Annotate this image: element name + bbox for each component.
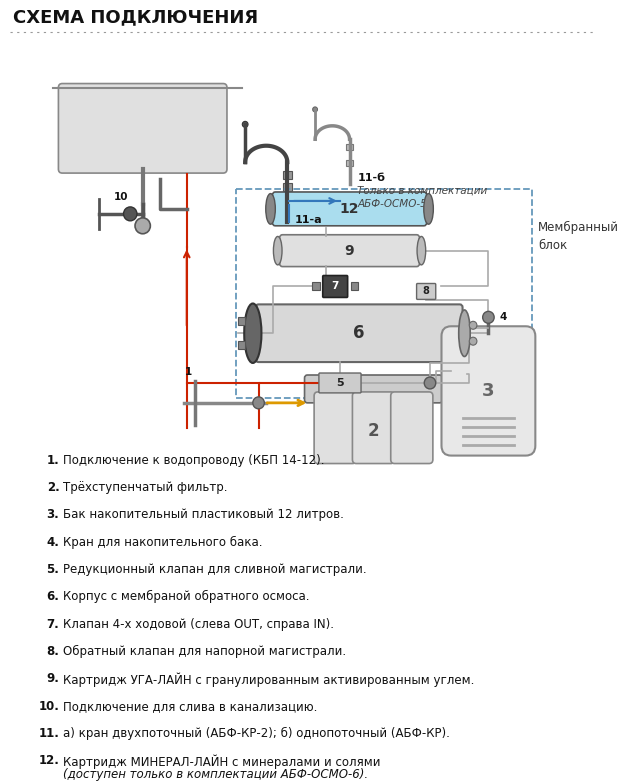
Bar xyxy=(238,318,245,325)
Bar xyxy=(283,198,292,206)
Circle shape xyxy=(123,207,137,221)
Ellipse shape xyxy=(265,194,276,224)
Bar xyxy=(351,282,358,290)
Text: Трёхступенчатый фильтр.: Трёхступенчатый фильтр. xyxy=(63,481,228,494)
Text: 5: 5 xyxy=(336,378,344,388)
Text: 4.: 4. xyxy=(47,535,59,549)
FancyBboxPatch shape xyxy=(323,275,348,297)
Text: 6: 6 xyxy=(353,325,365,343)
FancyBboxPatch shape xyxy=(416,284,435,299)
Circle shape xyxy=(135,218,150,234)
Text: 12.: 12. xyxy=(39,754,59,768)
Text: (доступен только в комплектации АБФ-ОСМО-6).: (доступен только в комплектации АБФ-ОСМО… xyxy=(63,768,368,782)
FancyBboxPatch shape xyxy=(305,375,442,403)
Ellipse shape xyxy=(244,303,262,363)
Text: АБФ-ОСМО-5: АБФ-ОСМО-5 xyxy=(357,199,427,209)
Text: 1: 1 xyxy=(185,367,192,377)
Text: 11-а: 11-а xyxy=(295,215,322,225)
Text: 4: 4 xyxy=(500,312,507,322)
Text: 9.: 9. xyxy=(47,673,59,685)
Text: а) кран двухпоточный (АБФ-КР-2); б) однопоточный (АБФ-КР).: а) кран двухпоточный (АБФ-КР-2); б) одно… xyxy=(63,727,450,740)
Bar xyxy=(346,144,353,151)
Text: Бак накопительный пластиковый 12 литров.: Бак накопительный пластиковый 12 литров. xyxy=(63,508,344,521)
Text: 2.: 2. xyxy=(47,481,59,494)
Circle shape xyxy=(483,311,494,323)
Text: Корпус с мембраной обратного осмоса.: Корпус с мембраной обратного осмоса. xyxy=(63,590,310,604)
Bar xyxy=(312,282,320,290)
Ellipse shape xyxy=(424,194,434,224)
Text: 7: 7 xyxy=(332,281,339,292)
FancyBboxPatch shape xyxy=(391,392,433,463)
Circle shape xyxy=(313,107,317,112)
Circle shape xyxy=(253,397,264,408)
Text: Подключение к водопроводу (КБП 14-12).: Подключение к водопроводу (КБП 14-12). xyxy=(63,454,325,466)
Bar xyxy=(283,171,292,179)
Ellipse shape xyxy=(417,237,426,265)
Text: 9: 9 xyxy=(344,244,355,258)
Circle shape xyxy=(242,122,248,127)
Text: Только в комплектации: Только в комплектации xyxy=(357,186,487,196)
Ellipse shape xyxy=(459,310,470,357)
Text: Картридж МИНЕРАЛ-ЛАЙН с минералами и солями: Картридж МИНЕРАЛ-ЛАЙН с минералами и сол… xyxy=(63,754,380,769)
Text: Картридж УГА-ЛАЙН с гранулированным активированным углем.: Картридж УГА-ЛАЙН с гранулированным акти… xyxy=(63,673,475,687)
Text: 5.: 5. xyxy=(47,563,59,576)
Text: Кран для накопительного бака.: Кран для накопительного бака. xyxy=(63,535,263,549)
Text: 10.: 10. xyxy=(39,700,59,713)
Text: 12: 12 xyxy=(340,202,360,216)
Text: Редукционный клапан для сливной магистрали.: Редукционный клапан для сливной магистра… xyxy=(63,563,367,576)
Text: 3: 3 xyxy=(482,382,495,400)
Text: 8.: 8. xyxy=(47,645,59,658)
FancyBboxPatch shape xyxy=(442,326,535,456)
Circle shape xyxy=(470,337,477,345)
Bar xyxy=(346,160,353,166)
Text: Мембранный
блок: Мембранный блок xyxy=(538,221,619,252)
Text: 11.: 11. xyxy=(39,727,59,740)
Text: СХЕМА ПОДКЛЮЧЕНИЯ: СХЕМА ПОДКЛЮЧЕНИЯ xyxy=(13,8,258,26)
Bar xyxy=(283,183,292,191)
Bar xyxy=(238,341,245,349)
Text: 6.: 6. xyxy=(47,590,59,604)
FancyBboxPatch shape xyxy=(272,192,427,226)
Text: 3.: 3. xyxy=(47,508,59,521)
Ellipse shape xyxy=(274,237,282,265)
Circle shape xyxy=(424,377,435,389)
Text: Клапан 4-х ходовой (слева OUT, справа IN).: Клапан 4-х ходовой (слева OUT, справа IN… xyxy=(63,618,334,630)
Text: 11-б: 11-б xyxy=(357,173,386,183)
Text: Подключение для слива в канализацию.: Подключение для слива в канализацию. xyxy=(63,700,318,713)
FancyBboxPatch shape xyxy=(58,84,227,173)
FancyBboxPatch shape xyxy=(319,373,361,393)
FancyBboxPatch shape xyxy=(256,304,463,362)
Text: Обратный клапан для напорной магистрали.: Обратный клапан для напорной магистрали. xyxy=(63,645,346,658)
Text: 10: 10 xyxy=(113,192,128,202)
Text: 2: 2 xyxy=(368,422,379,440)
Text: 7.: 7. xyxy=(47,618,59,630)
FancyBboxPatch shape xyxy=(279,234,420,267)
Text: 1.: 1. xyxy=(47,454,59,466)
FancyBboxPatch shape xyxy=(314,392,356,463)
Text: 8: 8 xyxy=(423,286,430,296)
FancyBboxPatch shape xyxy=(353,392,394,463)
Circle shape xyxy=(470,321,477,329)
